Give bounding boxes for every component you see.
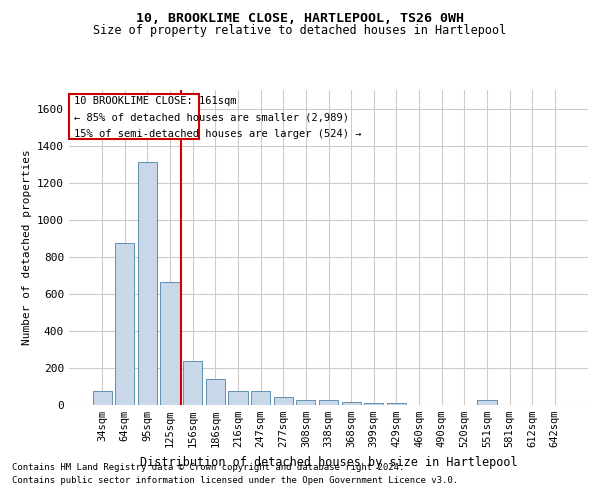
Bar [341,402,361,405]
Bar [387,403,406,405]
Text: ← 85% of detached houses are smaller (2,989): ← 85% of detached houses are smaller (2,… [74,112,349,122]
Bar [274,396,293,405]
Text: 10, BROOKLIME CLOSE, HARTLEPOOL, TS26 0WH: 10, BROOKLIME CLOSE, HARTLEPOOL, TS26 0W… [136,12,464,26]
Bar [296,400,316,405]
Bar [364,403,383,405]
Text: 10 BROOKLIME CLOSE: 161sqm: 10 BROOKLIME CLOSE: 161sqm [74,96,237,106]
Text: Contains public sector information licensed under the Open Government Licence v3: Contains public sector information licen… [12,476,458,485]
Text: Contains HM Land Registry data © Crown copyright and database right 2024.: Contains HM Land Registry data © Crown c… [12,462,404,471]
Bar [206,379,225,405]
Bar [319,400,338,405]
Y-axis label: Number of detached properties: Number of detached properties [22,150,32,346]
Bar [115,243,134,405]
Bar [160,282,180,405]
Bar [251,391,270,405]
Text: Size of property relative to detached houses in Hartlepool: Size of property relative to detached ho… [94,24,506,37]
X-axis label: Distribution of detached houses by size in Hartlepool: Distribution of detached houses by size … [140,456,517,468]
Bar [138,162,157,405]
Bar [229,391,248,405]
Bar [92,391,112,405]
Text: 15% of semi-detached houses are larger (524) →: 15% of semi-detached houses are larger (… [74,128,362,138]
Bar [183,360,202,405]
Bar [477,400,497,405]
